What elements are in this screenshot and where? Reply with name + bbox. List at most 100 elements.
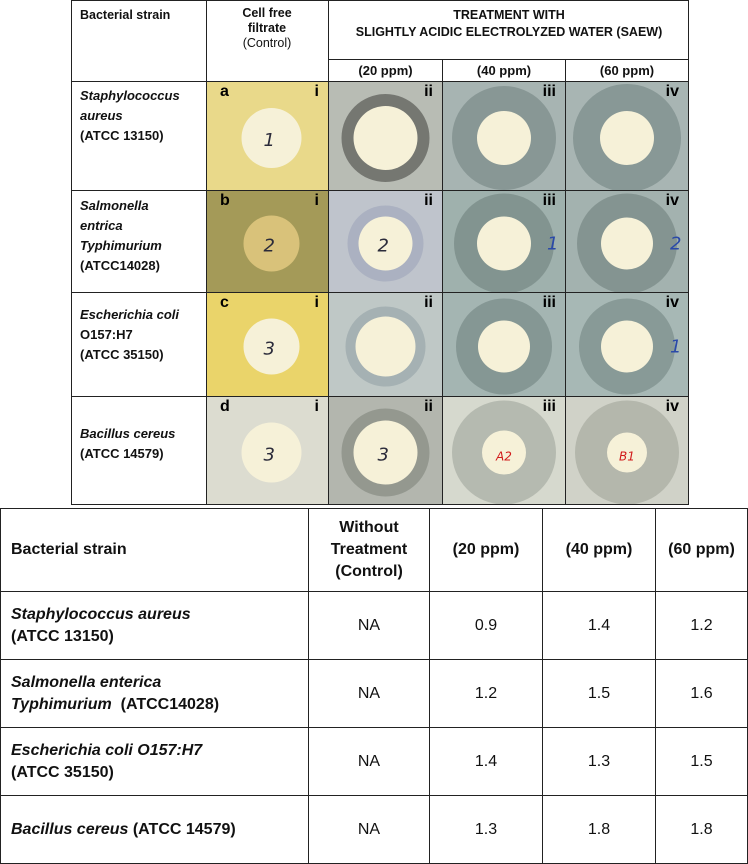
disc-marking: 3: [264, 445, 275, 466]
figure-header-strain: Bacterial strain: [80, 8, 171, 22]
table-cell-control: NA: [308, 795, 430, 864]
agar-plate-image: iv: [566, 82, 688, 190]
filter-disc: [478, 320, 530, 373]
disc-marking: 2: [264, 236, 275, 257]
panel-letter: d: [220, 398, 230, 415]
figure-strain-label: Escherichia coli O157:H7 (ATCC 35150): [80, 307, 179, 362]
figure-strain-label: Staphylococcus aureus (ATCC 13150): [80, 88, 180, 143]
panel-numeral: i: [314, 192, 319, 209]
agar-plate-graphic: 2: [207, 191, 328, 292]
panel-numeral: iv: [665, 192, 679, 209]
table-row: Salmonella enterica Typhimurium (ATCC140…: [0, 659, 748, 728]
figure-header-control: Cell free filtrate (Control): [242, 6, 292, 50]
table-cell-20ppm: 1.2: [429, 659, 543, 728]
table-cell-control: NA: [308, 727, 430, 796]
panel-letter: a: [220, 83, 229, 100]
figure-strain-label: Salmonella entrica Typhimurium (ATCC1402…: [80, 198, 162, 273]
filter-disc: [241, 422, 302, 483]
filter-disc: [601, 217, 653, 270]
table-cell-strain: Escherichia coli O157:H7 (ATCC 35150): [0, 727, 309, 796]
panel-letter: c: [220, 294, 229, 311]
agar-plate-graphic: 1: [443, 191, 565, 292]
agar-plate-graphic: 1: [207, 82, 328, 190]
table-cell-strain: Salmonella enterica Typhimurium (ATCC140…: [0, 659, 309, 728]
agar-plate-graphic: B1: [566, 397, 688, 504]
filter-disc: [482, 430, 526, 475]
agar-plate-image: 1 iii: [443, 191, 565, 292]
disc-marking: 3: [264, 339, 275, 360]
table-cell-60ppm: 1.6: [655, 659, 748, 728]
panel-numeral: i: [314, 294, 319, 311]
table-cell-40ppm: 1.3: [542, 727, 656, 796]
table-header-control: Without Treatment (Control): [308, 508, 430, 592]
panel-letter: b: [220, 192, 230, 209]
agar-plate-image: iii: [443, 293, 565, 396]
table-cell-60ppm: 1.5: [655, 727, 748, 796]
filter-disc: [600, 111, 654, 165]
figure-header-20ppm: (20 ppm): [358, 63, 413, 78]
agar-plate-image: iii: [443, 82, 565, 190]
panel-numeral: iv: [665, 83, 679, 100]
filter-disc: [241, 108, 302, 168]
agar-plate-graphic: 2: [329, 191, 442, 292]
filter-disc: [477, 111, 531, 165]
agar-plate-graphic: A2: [443, 397, 565, 504]
agar-plate-graphic: 3: [207, 293, 328, 396]
figure-header-treatment: TREATMENT WITH SLIGHTLY ACIDIC ELECTROLY…: [355, 8, 663, 39]
panel-numeral: iii: [542, 83, 556, 100]
disc-marking: 2: [378, 236, 389, 257]
disc-marking: 2: [670, 234, 681, 255]
table-cell-control: NA: [308, 659, 430, 728]
agar-plate-graphic: 3: [329, 397, 442, 504]
table-cell-60ppm: 1.8: [655, 795, 748, 864]
panel-numeral: iii: [542, 398, 556, 415]
table-row: Bacillus cereus (ATCC 14579) NA 1.3 1.8 …: [0, 795, 748, 864]
panel-numeral: ii: [424, 83, 433, 100]
disc-marking: 1: [670, 337, 681, 358]
figure-header-40ppm: (40 ppm): [476, 63, 532, 78]
filter-disc: [607, 432, 647, 473]
table-cell-20ppm: 1.3: [429, 795, 543, 864]
panel-numeral: ii: [424, 294, 433, 311]
panel-numeral: ii: [424, 192, 433, 209]
agar-plate-image: 3 d i: [207, 397, 328, 504]
filter-disc: [355, 316, 416, 377]
table-header-20ppm: (20 ppm): [429, 508, 543, 592]
agar-plate-image: 1 iv: [566, 293, 688, 396]
table-cell-strain: Bacillus cereus (ATCC 14579): [0, 795, 309, 864]
agar-plate-graphic: [566, 82, 688, 190]
table-row: Escherichia coli O157:H7 (ATCC 35150) NA…: [0, 727, 748, 796]
table-cell-20ppm: 0.9: [429, 591, 543, 660]
filter-disc: [353, 106, 418, 170]
disc-marking: 1: [264, 130, 275, 151]
table-cell-control: NA: [308, 591, 430, 660]
table-cell-40ppm: 1.5: [542, 659, 656, 728]
agar-plate-image: 2 b i: [207, 191, 328, 292]
figure-header-60ppm: (60 ppm): [599, 63, 655, 78]
figure-strain-label: Bacillus cereus (ATCC 14579): [80, 426, 176, 461]
agar-plate-image: 2 iv: [566, 191, 688, 292]
table-cell-20ppm: 1.4: [429, 727, 543, 796]
table-header-row: Bacterial strain Without Treatment (Cont…: [0, 508, 748, 592]
agar-plate-graphic: 2: [566, 191, 688, 292]
agar-plate-image: 3 c i: [207, 293, 328, 396]
filter-disc: [243, 215, 300, 272]
plate-figure: Bacterial strain Cell free filtrate (Con…: [71, 0, 689, 505]
disc-marking: 3: [378, 445, 389, 466]
agar-plate-image: 2 ii: [329, 191, 442, 292]
table-cell-40ppm: 1.4: [542, 591, 656, 660]
agar-plate-image: 1 a i: [207, 82, 328, 190]
panel-numeral: i: [314, 83, 319, 100]
agar-plate-graphic: 1: [566, 293, 688, 396]
table-header-60ppm: (60 ppm): [655, 508, 748, 592]
panel-numeral: ii: [424, 398, 433, 415]
agar-plate-image: ii: [329, 82, 442, 190]
agar-plate-graphic: [329, 293, 442, 396]
table-cell-strain: Staphylococcus aureus (ATCC 13150): [0, 591, 309, 660]
filter-disc: [358, 216, 413, 271]
inhibition-zone-table: Bacterial strain Without Treatment (Cont…: [0, 508, 748, 864]
filter-disc: [477, 216, 531, 271]
filter-disc: [243, 318, 300, 375]
agar-plate-graphic: 3: [207, 397, 328, 504]
table-header-40ppm: (40 ppm): [542, 508, 656, 592]
